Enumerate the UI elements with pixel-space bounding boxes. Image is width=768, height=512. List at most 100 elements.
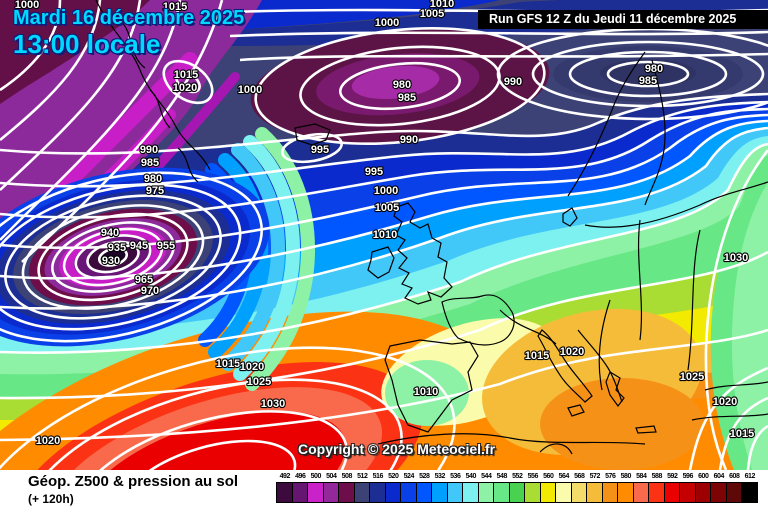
legend-item: 524 <box>400 472 417 503</box>
legend-item: 516 <box>369 472 386 503</box>
pressure-label: 1030 <box>261 398 285 410</box>
pressure-label: 945 <box>130 240 148 252</box>
legend-swatch <box>694 482 711 503</box>
pressure-label: 1020 <box>240 361 264 373</box>
legend-swatch <box>741 482 758 503</box>
pressure-label: 1010 <box>414 386 438 398</box>
pressure-label: 1010 <box>373 229 397 241</box>
pressure-label: 975 <box>146 185 164 197</box>
legend-swatch <box>524 482 541 503</box>
pressure-label: 1020 <box>713 396 737 408</box>
legend-value: 592 <box>667 473 678 480</box>
legend-value: 520 <box>388 473 399 480</box>
legend-item: 552 <box>508 472 525 503</box>
legend-item: 608 <box>725 472 742 503</box>
legend-swatch <box>291 482 308 503</box>
legend-value: 540 <box>465 473 477 480</box>
legend-item: 572 <box>586 472 603 503</box>
pressure-label: 985 <box>141 157 159 169</box>
legend-value: 612 <box>744 473 756 480</box>
legend-value: 544 <box>481 473 492 480</box>
map-title: Géop. Z500 & pression au sol <box>28 473 239 490</box>
legend-item: 556 <box>524 472 541 503</box>
legend-swatch <box>570 482 587 503</box>
pressure-label: 965 <box>135 274 153 286</box>
pressure-label: 990 <box>400 134 418 146</box>
legend-item: 508 <box>338 472 355 503</box>
legend-swatch <box>632 482 649 503</box>
legend-item: 536 <box>446 472 463 503</box>
pressure-label: 990 <box>504 76 522 88</box>
legend-swatch <box>477 482 494 503</box>
legend-swatch <box>415 482 432 503</box>
legend-value: 564 <box>558 473 570 480</box>
legend-value: 548 <box>496 473 508 480</box>
legend-item: 560 <box>539 472 556 503</box>
pressure-label: 1020 <box>560 346 584 358</box>
pressure-label: 1000 <box>238 84 262 96</box>
legend-item: 592 <box>663 472 680 503</box>
weather-map: 1000 1015 1010 1005 1000 1015 1020 1000 980 985 99… <box>0 0 768 470</box>
legend-value: 532 <box>434 473 446 480</box>
legend-item: 496 <box>291 472 308 503</box>
legend-value: 508 <box>341 473 353 480</box>
coastlines <box>95 0 768 455</box>
legend-item: 584 <box>632 472 649 503</box>
legend-value: 528 <box>419 473 430 480</box>
legend-swatch <box>322 482 339 503</box>
pressure-label: 980 <box>393 79 411 91</box>
forecast-hour: (+ 120h) <box>28 492 74 506</box>
legend-value: 568 <box>574 473 585 480</box>
legend-swatch <box>307 482 324 503</box>
legend-value: 604 <box>713 473 725 480</box>
legend-value: 524 <box>403 473 415 480</box>
pressure-label: 930 <box>102 255 120 267</box>
legend-swatch <box>462 482 479 503</box>
legend-swatch <box>508 482 525 503</box>
legend-item: 532 <box>431 472 448 503</box>
legend-item: 576 <box>601 472 618 503</box>
pressure-label: 1030 <box>724 252 748 264</box>
legend-swatch <box>663 482 680 503</box>
pressure-label: 985 <box>639 75 657 87</box>
valid-time-text: 13:00 locale <box>13 29 161 59</box>
legend-item: 588 <box>648 472 665 503</box>
pressure-label: 940 <box>101 227 119 239</box>
legend-swatch <box>369 482 386 503</box>
legend-swatch <box>539 482 556 503</box>
legend-value: 496 <box>295 473 306 480</box>
pressure-label: 935 <box>108 242 126 254</box>
legend-item: 548 <box>493 472 510 503</box>
legend-swatch <box>710 482 727 503</box>
legend-item: 596 <box>679 472 696 503</box>
legend-value: 536 <box>450 473 461 480</box>
pressure-label: 1025 <box>680 371 704 383</box>
color-scale-legend: 492 496 500 504 508 512 516 520 524 528 532 536 540 5… <box>276 472 758 503</box>
legend-swatch <box>446 482 463 503</box>
legend-item: 492 <box>276 472 293 503</box>
pressure-label: 1015 <box>174 69 198 81</box>
legend-item: 568 <box>570 472 587 503</box>
legend-swatch <box>601 482 618 503</box>
legend-swatch <box>648 482 665 503</box>
legend-value: 588 <box>651 473 663 480</box>
pressure-label: 1020 <box>173 82 197 94</box>
legend-value: 584 <box>636 473 647 480</box>
legend-item: 500 <box>307 472 324 503</box>
legend-value: 560 <box>543 473 554 480</box>
pressure-label: 1000 <box>15 0 39 11</box>
pressure-label: 995 <box>311 144 329 156</box>
legend-value: 600 <box>698 473 709 480</box>
legend-swatch <box>384 482 401 503</box>
pressure-label: 1000 <box>374 185 398 197</box>
pressure-label: 1020 <box>36 435 60 447</box>
pressure-label: 1015 <box>525 350 549 362</box>
legend-item: 520 <box>384 472 401 503</box>
legend-swatch <box>725 482 742 503</box>
legend-swatch <box>338 482 355 503</box>
legend-swatch <box>617 482 634 503</box>
legend-swatch <box>586 482 603 503</box>
legend-value: 556 <box>527 473 539 480</box>
pressure-label: 990 <box>140 144 158 156</box>
